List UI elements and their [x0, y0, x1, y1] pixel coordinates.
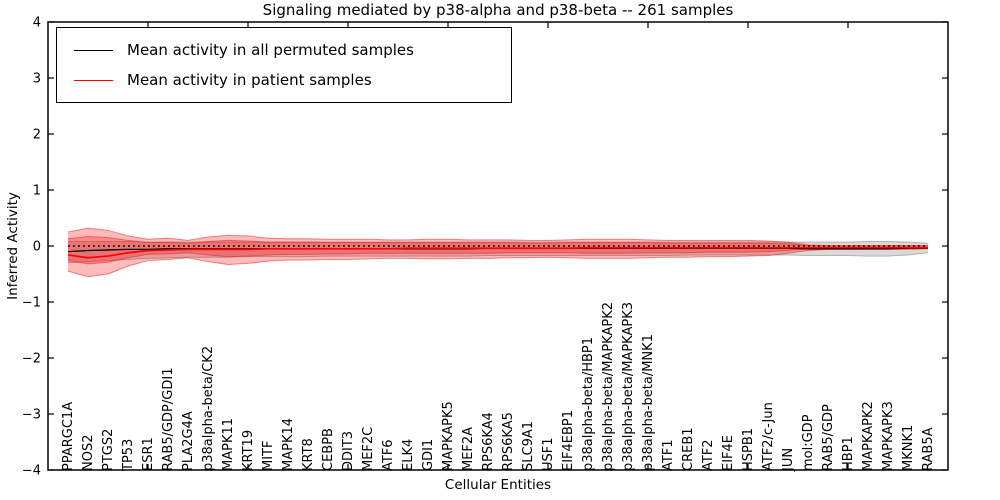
- x-tick-label: RAB5A: [921, 427, 936, 471]
- permuted-samples-std-band-lower-edge: [67, 252, 929, 264]
- legend-label-permuted: Mean activity in all permuted samples: [127, 41, 414, 59]
- x-tick-label: PLA2G4A: [181, 411, 196, 471]
- x-tick-label: ELK4: [401, 439, 416, 471]
- x-tick-label: MAPKAPK3: [881, 401, 896, 471]
- x-tick-label: p38alpha-beta/MNK1: [641, 334, 656, 471]
- legend-item-permuted: Mean activity in all permuted samples: [74, 35, 501, 65]
- x-tick-label: ATF2: [701, 439, 716, 471]
- x-tick-label: MAPKAPK2: [861, 401, 876, 471]
- x-tick-label: ATF1: [661, 439, 676, 471]
- x-tick-label: EIF4E: [721, 435, 736, 471]
- patient-samples-std-band-outer: [68, 228, 928, 277]
- x-tick-label: p38alpha-beta/CK2: [201, 346, 216, 471]
- x-tick-label: USF1: [541, 437, 556, 471]
- patient-samples-std-band-inner-lower-edge: [67, 247, 929, 265]
- x-tick-label: PPARGC1A: [61, 402, 76, 471]
- y-tick-label: −2: [22, 352, 41, 367]
- legend-label-patient: Mean activity in patient samples: [127, 71, 372, 89]
- x-tick-label: PTGS2: [101, 429, 116, 471]
- legend-line-permuted-icon: [74, 49, 113, 51]
- patient-samples-std-band-inner-upper-edge: [67, 235, 928, 247]
- y-tick-label: 4: [33, 16, 41, 31]
- x-tick-label: JUN: [781, 448, 796, 472]
- x-tick-label: mol:GDP: [801, 414, 816, 471]
- x-tick-label: MAPK11: [221, 418, 236, 471]
- x-tick-label: ATF6: [381, 439, 396, 471]
- x-tick-label: ATF2/c-Jun: [761, 402, 776, 471]
- legend: Mean activity in all permuted samples Me…: [56, 27, 512, 103]
- x-tick-label: RAB5/GDP/GDI1: [161, 368, 176, 471]
- patient-mean-line: [67, 246, 928, 259]
- y-tick-label: −3: [22, 408, 41, 423]
- x-tick-label: GDI1: [421, 439, 436, 471]
- x-tick-label: EIF4EBP1: [561, 410, 576, 471]
- x-tick-label: TP53: [121, 439, 136, 472]
- y-tick-label: 1: [33, 184, 41, 199]
- y-tick-label: 0: [33, 240, 41, 255]
- x-tick-label: MKNK1: [901, 425, 916, 471]
- x-tick-label: MAPK14: [281, 418, 296, 471]
- patient-samples-std-band-outer-lower-edge: [67, 248, 929, 278]
- y-tick-label: 2: [33, 128, 41, 143]
- x-tick-label: CEBPB: [321, 428, 336, 471]
- x-tick-label: HSPB1: [741, 428, 756, 471]
- y-tick-label: −4: [22, 464, 41, 479]
- x-tick-label: MITF: [261, 441, 276, 471]
- x-tick-label: MAPKAPK5: [441, 401, 456, 471]
- x-tick-label: p38alpha-beta/MAPKAPK3: [621, 302, 636, 471]
- y-tick-label: 3: [33, 72, 41, 87]
- x-tick-label: KRT8: [301, 438, 316, 471]
- x-tick-label: HBP1: [841, 436, 856, 471]
- x-tick-label: RPS6KA4: [481, 412, 496, 471]
- x-tick-label: NOS2: [81, 435, 96, 471]
- x-axis-label: Cellular Entities: [444, 477, 552, 493]
- x-tick-label: RPS6KA5: [501, 412, 516, 471]
- y-axis-label: Inferred Activity: [5, 192, 21, 300]
- legend-line-patient-icon: [74, 79, 113, 81]
- x-tick-label: MEF2C: [361, 427, 376, 471]
- x-tick-label: p38alpha-beta/HBP1: [581, 337, 596, 471]
- x-tick-label: RAB5/GDP: [821, 404, 836, 471]
- patient-samples-std-band-outer-upper-edge: [67, 227, 928, 246]
- x-tick-label: DDIT3: [341, 431, 356, 471]
- x-tick-label: MEF2A: [461, 427, 476, 471]
- x-tick-label: p38alpha-beta/MAPKAPK2: [601, 302, 616, 471]
- y-tick-label: −1: [22, 296, 41, 311]
- chart-title: Signaling mediated by p38-alpha and p38-…: [262, 1, 734, 19]
- x-tick-label: KRT19: [241, 430, 256, 471]
- x-tick-label: SLC9A1: [521, 421, 536, 471]
- legend-item-patient: Mean activity in patient samples: [74, 65, 501, 95]
- x-tick-label: ESR1: [141, 437, 156, 471]
- x-tick-label: CREB1: [681, 427, 696, 471]
